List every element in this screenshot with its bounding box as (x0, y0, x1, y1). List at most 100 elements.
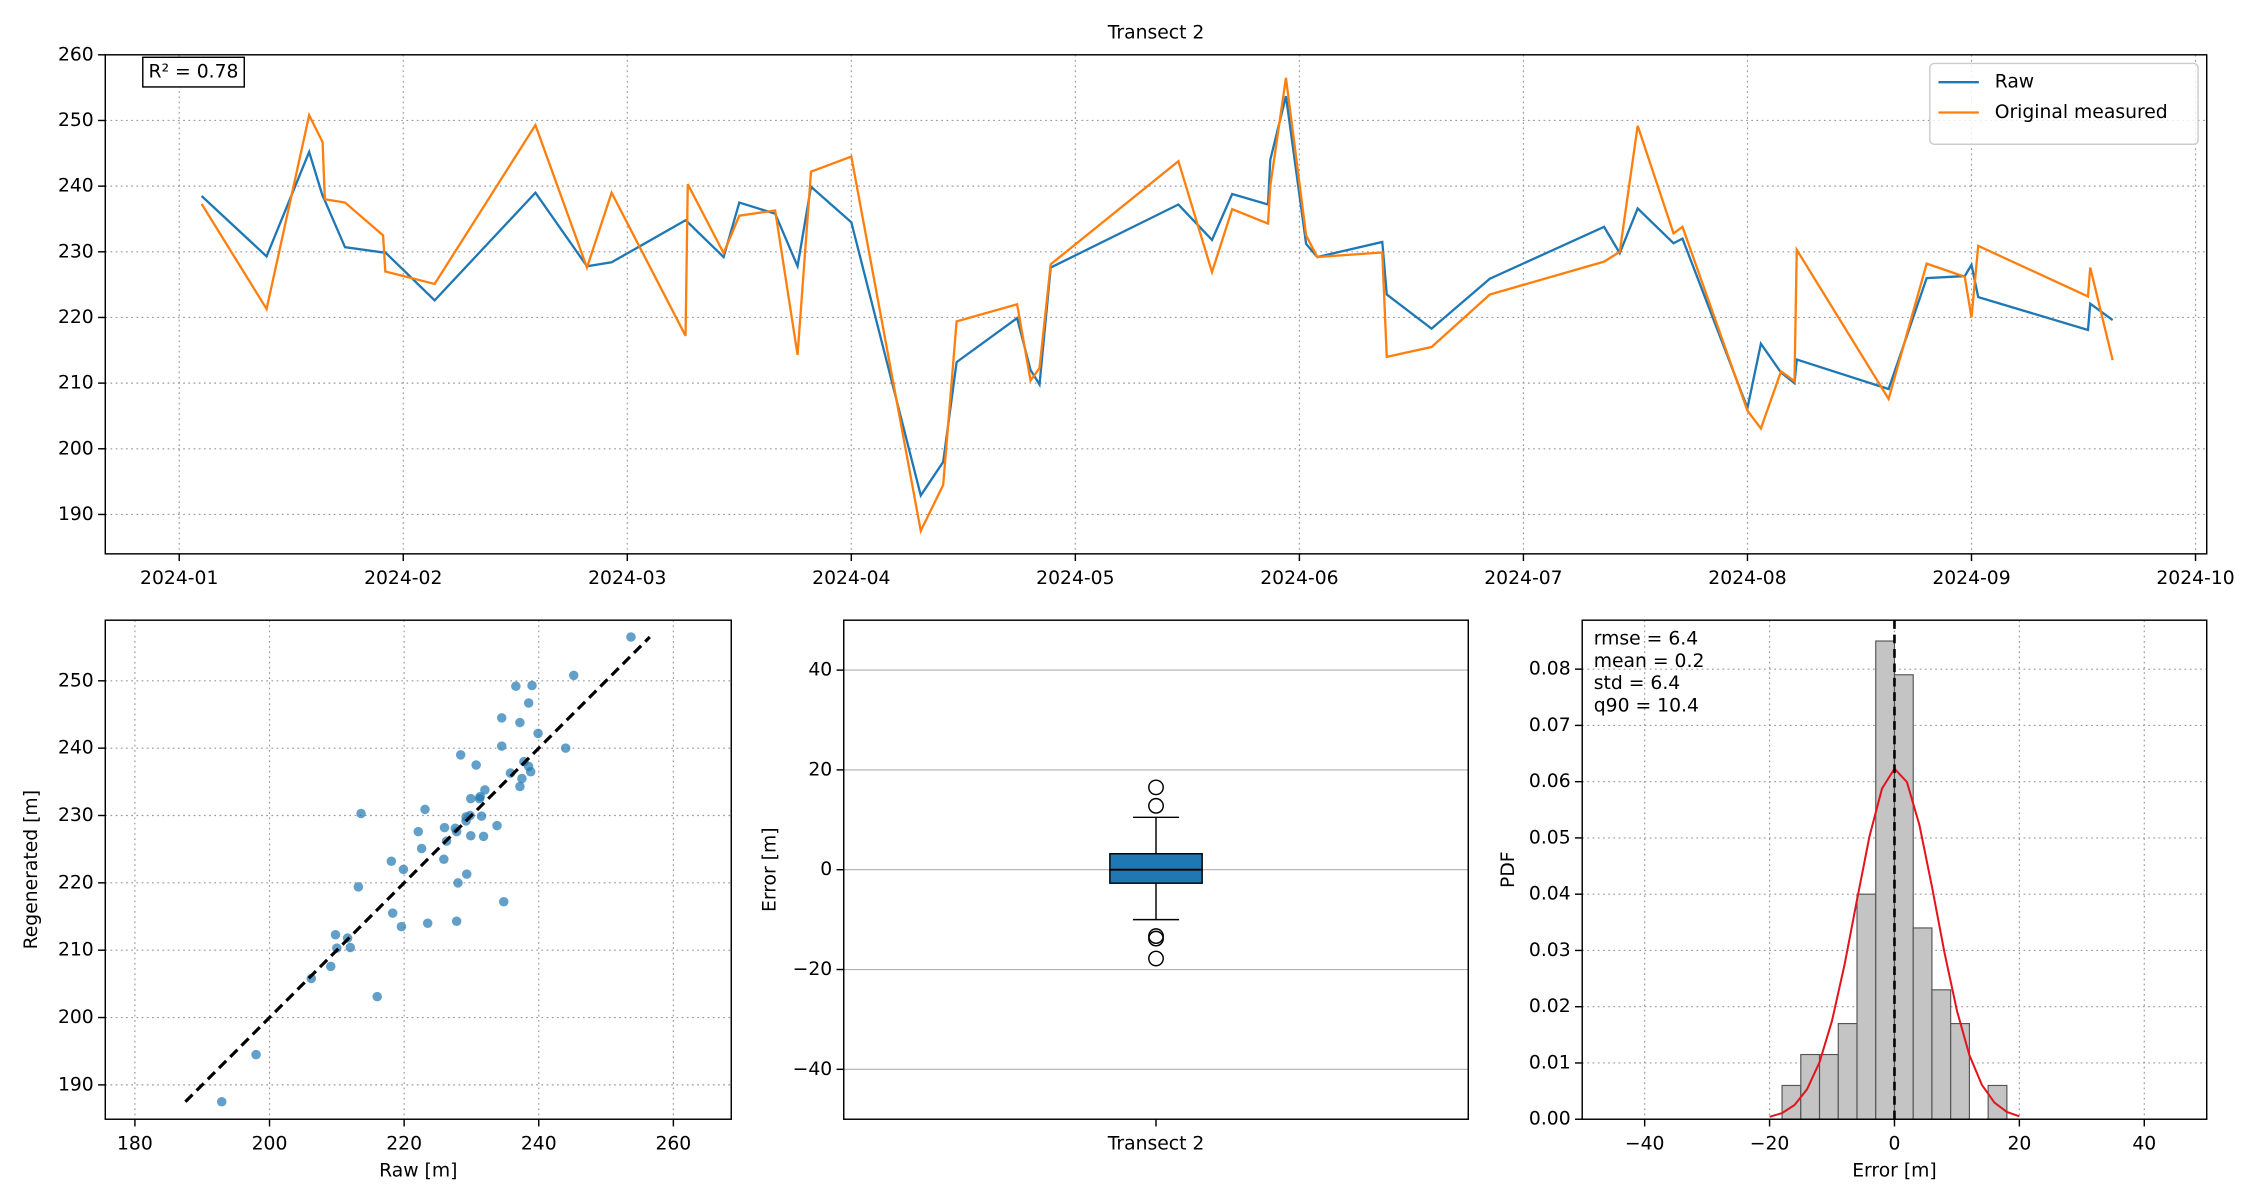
hist-bar (1875, 640, 1896, 1120)
scatter-point (451, 916, 462, 926)
hist-bar (1931, 989, 1952, 1120)
x-tick-label: 0 (1889, 1133, 1901, 1154)
plot-frame (1581, 619, 2208, 1120)
hist-bar (1893, 674, 1914, 1120)
x-tick-label: 200 (252, 1133, 288, 1154)
y-tick-label: 0.07 (1529, 715, 1571, 736)
scatter-point (496, 713, 507, 723)
y-tick-label: −20 (793, 959, 833, 980)
y-tick-label: 230 (58, 241, 94, 262)
y-tick-label: 0.06 (1529, 771, 1571, 792)
stats-text: std = 6.4 (1594, 673, 1680, 694)
x-tick-label: −40 (1625, 1133, 1665, 1154)
scatter-point (476, 811, 487, 821)
scatter-point (420, 804, 430, 815)
legend: Raw Original measured (1929, 62, 2199, 145)
plot-frame (104, 54, 2208, 555)
y-tick-label: 230 (58, 805, 94, 826)
outlier (1148, 779, 1164, 796)
scatter-point (387, 908, 398, 918)
scatter-point (326, 961, 336, 972)
y-tick-label: 200 (58, 438, 94, 459)
scatter-point (461, 869, 472, 879)
scatter-point (515, 781, 525, 792)
scatter-point (498, 896, 509, 907)
scatter-point (251, 1049, 261, 1060)
scatter-point (398, 864, 409, 875)
scatter-point (471, 760, 481, 770)
scatter-point (356, 808, 366, 819)
x-tick-label: 2024-10 (2156, 568, 2234, 589)
stats-text: rmse = 6.4 (1594, 628, 1698, 649)
hist-bar (1856, 893, 1877, 1120)
scatter-point (511, 681, 521, 691)
y-tick-label: 190 (58, 1074, 94, 1095)
scatter-point (216, 1096, 227, 1107)
y-tick-label: 250 (58, 670, 94, 691)
y-tick-label: 210 (58, 940, 94, 961)
x-tick-label: 2024-08 (1708, 568, 1786, 589)
scatter-point (416, 843, 427, 854)
scatter-point (527, 680, 537, 691)
stats-text: q90 = 10.4 (1594, 696, 1699, 717)
y-tick-label: 0.08 (1529, 659, 1571, 680)
y-tick-label: 0.05 (1529, 827, 1571, 848)
y-tick-label: 20 (808, 759, 832, 780)
y-tick-label: 0.03 (1529, 940, 1571, 961)
stats-text: mean = 0.2 (1594, 651, 1705, 672)
legend-box (1929, 62, 2199, 145)
x-tick-label: Transect 2 (1107, 1133, 1205, 1154)
series-line (200, 95, 2114, 499)
scatter-point (466, 793, 476, 804)
scatter-point (533, 728, 543, 739)
scatter-point (525, 766, 536, 777)
x-tick-label: 2024-05 (1036, 568, 1114, 589)
scatter-point (626, 632, 636, 642)
legend-label: Original measured (1995, 102, 2168, 123)
y-tick-label: 240 (58, 738, 94, 759)
x-tick-label: 2024-04 (812, 568, 890, 589)
y-tick-label: −40 (793, 1059, 833, 1080)
identity-line (184, 635, 651, 1103)
hist-bar (1800, 1053, 1821, 1120)
hist-bar (1818, 1053, 1839, 1120)
scatter-point (439, 854, 449, 865)
x-tick-label: 180 (117, 1133, 153, 1154)
hist-bar (1987, 1084, 2008, 1120)
y-axis-label: Error [m] (760, 827, 781, 912)
hist-bar (1950, 1023, 1970, 1120)
scatter-point (386, 856, 397, 867)
scatter-point (496, 741, 507, 751)
y-tick-label: 40 (808, 660, 832, 681)
x-tick-label: 2024-09 (1932, 568, 2010, 589)
x-tick-label: 2024-02 (364, 568, 442, 589)
scatter-point (353, 882, 364, 892)
y-tick-label: 260 (58, 44, 94, 65)
scatter-point (560, 743, 571, 753)
y-tick-label: 250 (58, 110, 94, 131)
annotation: R² = 0.78 (149, 62, 239, 83)
scatter-point (422, 918, 433, 929)
outlier (1148, 930, 1164, 947)
x-tick-label: 40 (2132, 1133, 2156, 1154)
hist-bar (1837, 1023, 1858, 1120)
x-tick-label: 2024-06 (1260, 568, 1338, 589)
y-tick-label: 0.02 (1529, 996, 1571, 1017)
y-tick-label: 220 (58, 307, 94, 328)
y-axis-label: Regenerated [m] (21, 790, 42, 949)
y-tick-label: 210 (58, 373, 94, 394)
scatter-point (345, 942, 356, 953)
scatter-point (480, 785, 490, 795)
legend-label: Raw (1995, 72, 2034, 93)
scatter-point (453, 878, 463, 888)
scatter-point (396, 921, 407, 932)
hist-bar (1781, 1084, 1802, 1120)
scatter-point (475, 791, 485, 802)
y-tick-label: 0.04 (1529, 884, 1571, 905)
scatter-point (517, 773, 527, 784)
x-tick-label: 220 (386, 1133, 422, 1154)
y-tick-label: 0.00 (1529, 1109, 1571, 1130)
scatter-point (330, 929, 341, 940)
y-axis-label: PDF (1498, 851, 1519, 888)
